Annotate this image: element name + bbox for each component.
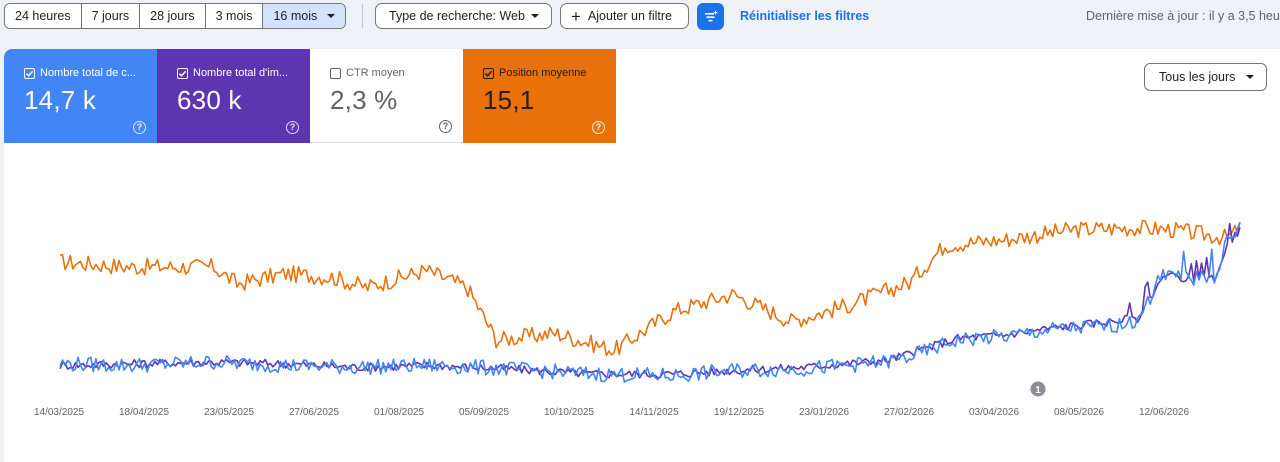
series-line-2	[59, 222, 1241, 383]
x-tick-label: 19/12/2025	[714, 407, 764, 418]
metric-total-clicks[interactable]: Nombre total de c... 14,7 k ?	[4, 49, 157, 143]
checkbox-checked-icon[interactable]	[177, 67, 188, 79]
help-icon[interactable]: ?	[592, 121, 605, 134]
metric-average-position[interactable]: Position moyenne 15,1 ?	[463, 49, 616, 143]
series-line-1	[59, 222, 1241, 379]
checkbox-checked-icon[interactable]	[24, 67, 35, 79]
x-tick-label: 14/11/2025	[629, 407, 679, 418]
last-update-text: Dernière mise à jour : il y a 3,5 heur	[1085, 9, 1280, 23]
x-tick-label: 08/05/2026	[1054, 407, 1104, 418]
x-tick-label: 10/10/2025	[544, 407, 594, 418]
x-tick-label: 27/06/2025	[289, 407, 339, 418]
all-days-dropdown[interactable]: Tous les jours	[1144, 63, 1267, 91]
toolbar-divider	[362, 4, 363, 28]
help-icon[interactable]: ?	[439, 120, 452, 133]
x-tick-label: 23/05/2025	[204, 407, 254, 418]
all-days-label: Tous les jours	[1159, 70, 1236, 84]
annotation-marker[interactable]: 1	[1030, 381, 1046, 397]
metric-impressions-value: 630 k	[177, 85, 242, 115]
search-type-label: Type de recherche: Web	[389, 9, 525, 23]
metric-position-label: Position moyenne	[499, 67, 587, 79]
filter-sparkle-button[interactable]	[697, 3, 724, 30]
metric-ctr-label: CTR moyen	[346, 67, 405, 79]
performance-chart: 14/03/2025 18/04/2025 23/05/2025 27/06/2025…	[34, 219, 1241, 418]
series-line-0	[59, 219, 1241, 357]
metric-impressions-label: Nombre total d'im...	[193, 67, 289, 79]
filter-sparkle-icon	[704, 9, 718, 21]
metric-average-ctr[interactable]: CTR moyen 2,3 % ?	[310, 49, 463, 143]
range-16m-dropdown[interactable]: 16 mois	[263, 4, 346, 28]
range-3m-button[interactable]: 3 mois	[205, 4, 264, 28]
range-7d-button[interactable]: 7 jours	[81, 4, 141, 28]
toolbar: 24 heures 7 jours 28 jours 3 mois 16 moi…	[0, 0, 1280, 34]
x-tick-label: 12/06/2026	[1139, 407, 1189, 418]
x-tick-label: 18/04/2025	[119, 407, 169, 418]
chevron-down-icon	[1246, 75, 1254, 79]
search-type-dropdown[interactable]: Type de recherche: Web	[375, 3, 552, 29]
range-28d-button[interactable]: 28 jours	[140, 4, 206, 28]
x-tick-label: 23/01/2026	[799, 407, 849, 418]
x-tick-label: 27/02/2026	[884, 407, 934, 418]
help-icon[interactable]: ?	[286, 121, 299, 134]
reset-filters-link[interactable]: Réinitialiser les filtres	[740, 9, 870, 23]
metric-clicks-value: 14,7 k	[24, 85, 97, 115]
performance-card: 14/03/2025 18/04/2025 23/05/2025 27/06/2025…	[4, 49, 1280, 462]
checkbox-checked-icon[interactable]	[483, 67, 494, 79]
x-tick-label: 14/03/2025	[34, 407, 84, 418]
chevron-down-icon	[327, 14, 336, 18]
svg-text:1: 1	[1035, 385, 1041, 396]
date-range-group: 24 heures 7 jours 28 jours 3 mois 16 moi…	[4, 3, 347, 29]
add-filter-button[interactable]: + Ajouter un filtre	[560, 3, 689, 29]
metric-total-impressions[interactable]: Nombre total d'im... 630 k ?	[157, 49, 310, 143]
plus-icon: +	[571, 6, 581, 26]
range-24h-button[interactable]: 24 heures	[5, 4, 82, 28]
metric-clicks-label: Nombre total de c...	[40, 67, 136, 79]
add-filter-label: Ajouter un filtre	[587, 9, 673, 23]
chevron-down-icon	[531, 14, 539, 18]
checkbox-unchecked-icon[interactable]	[330, 67, 341, 79]
x-tick-label: 03/04/2026	[969, 407, 1019, 418]
x-tick-label: 01/08/2025	[374, 407, 424, 418]
x-tick-label: 05/09/2025	[459, 407, 509, 418]
range-16m-label: 16 mois	[273, 9, 318, 23]
metric-position-value: 15,1	[483, 85, 535, 115]
metric-ctr-value: 2,3 %	[330, 85, 398, 115]
help-icon[interactable]: ?	[133, 121, 146, 134]
